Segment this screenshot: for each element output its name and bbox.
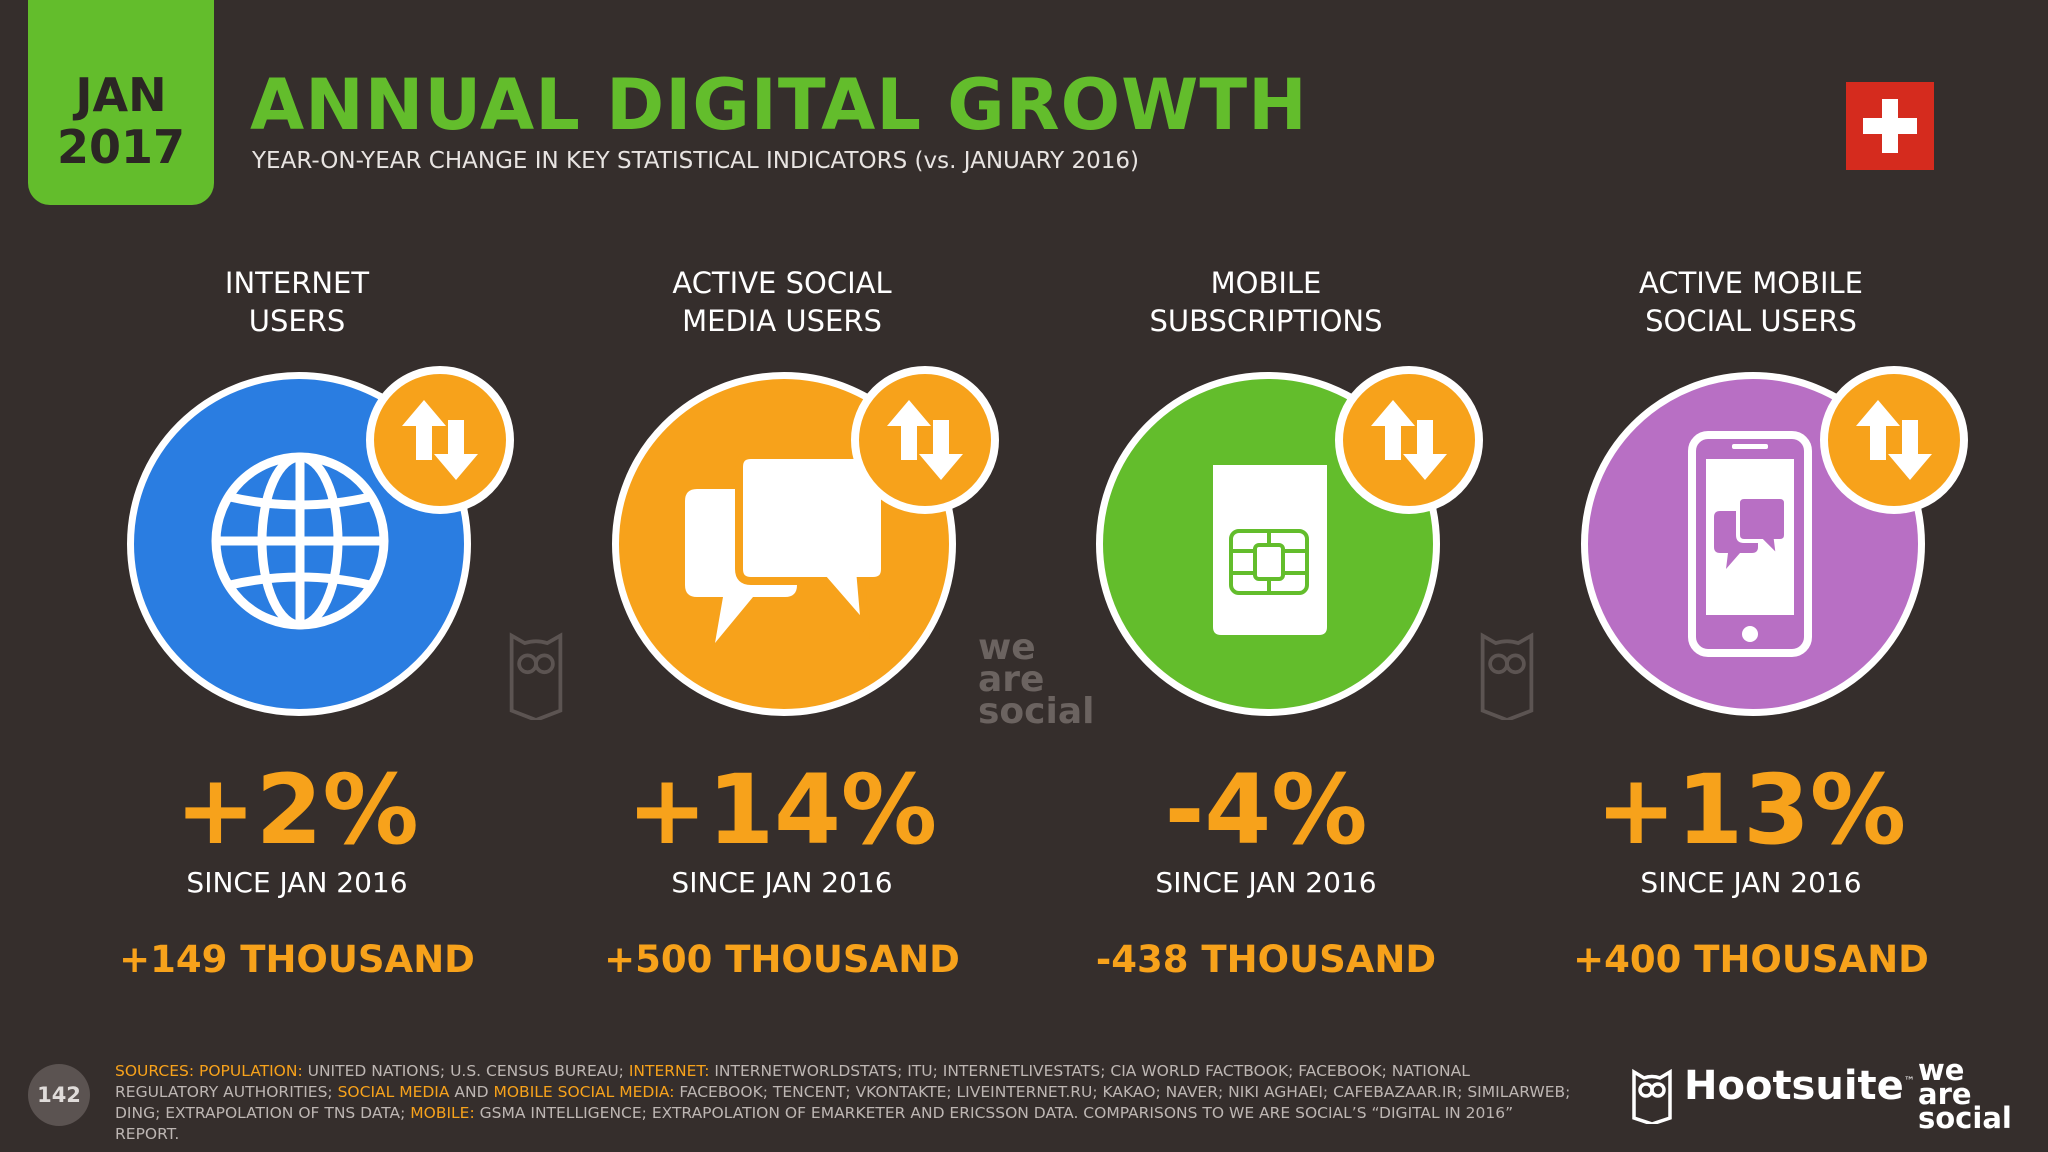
stat-since: SINCE JAN 2016 [186, 866, 408, 899]
stat-label: ACTIVE SOCIAL MEDIA USERS [672, 266, 892, 338]
date-year: 2017 [56, 120, 186, 174]
page-subtitle: YEAR-ON-YEAR CHANGE IN KEY STATISTICAL I… [252, 148, 1140, 174]
updown-arrows-icon [366, 366, 514, 514]
stat-circle [127, 372, 471, 716]
hootsuite-owl-watermark-icon [509, 632, 563, 720]
stat-label: INTERNET USERS [224, 266, 370, 338]
stat-absolute: +400 THOUSAND [1573, 938, 1929, 981]
stat-percent: -4% [1164, 754, 1368, 866]
we-are-social-watermark: we are social [978, 627, 1095, 732]
stat-percent: +2% [175, 754, 419, 866]
stat-since: SINCE JAN 2016 [1155, 866, 1377, 899]
stat-percent: +13% [1595, 754, 1907, 866]
updown-arrows-icon [1335, 366, 1483, 514]
page-number: 142 [28, 1064, 90, 1126]
hootsuite-logo-icon [1632, 1068, 1672, 1124]
stat-circle [612, 372, 956, 716]
we-are-social-logo: we are social [1918, 1053, 2012, 1135]
page-title: ANNUAL DIGITAL GROWTH [250, 64, 1308, 146]
globe-icon [211, 452, 389, 630]
stat-absolute: +500 THOUSAND [604, 938, 960, 981]
stat-since: SINCE JAN 2016 [1640, 866, 1862, 899]
stat-absolute: -438 THOUSAND [1095, 938, 1437, 981]
smartphone-chat-icon [1688, 431, 1812, 657]
chat-bubbles-icon [685, 451, 889, 643]
switzerland-flag-icon [1846, 82, 1934, 170]
sources-text: SOURCES: POPULATION: UNITED NATIONS; U.S… [115, 1062, 1571, 1143]
date-month: JAN [75, 68, 167, 122]
hootsuite-owl-watermark-icon [1480, 632, 1534, 720]
date-badge: JAN 2017 [28, 0, 214, 205]
sim-card-icon [1213, 465, 1327, 635]
stat-since: SINCE JAN 2016 [671, 866, 893, 899]
stat-percent: +14% [626, 754, 938, 866]
updown-arrows-icon [1820, 366, 1968, 514]
hootsuite-logo-text: Hootsuite™ [1684, 1063, 1915, 1109]
stat-circle [1096, 372, 1440, 716]
stat-absolute: +149 THOUSAND [119, 938, 475, 981]
stat-circle [1581, 372, 1925, 716]
updown-arrows-icon [851, 366, 999, 514]
stat-label: ACTIVE MOBILE SOCIAL USERS [1639, 266, 1863, 338]
stat-label: MOBILE SUBSCRIPTIONS [1149, 266, 1383, 338]
